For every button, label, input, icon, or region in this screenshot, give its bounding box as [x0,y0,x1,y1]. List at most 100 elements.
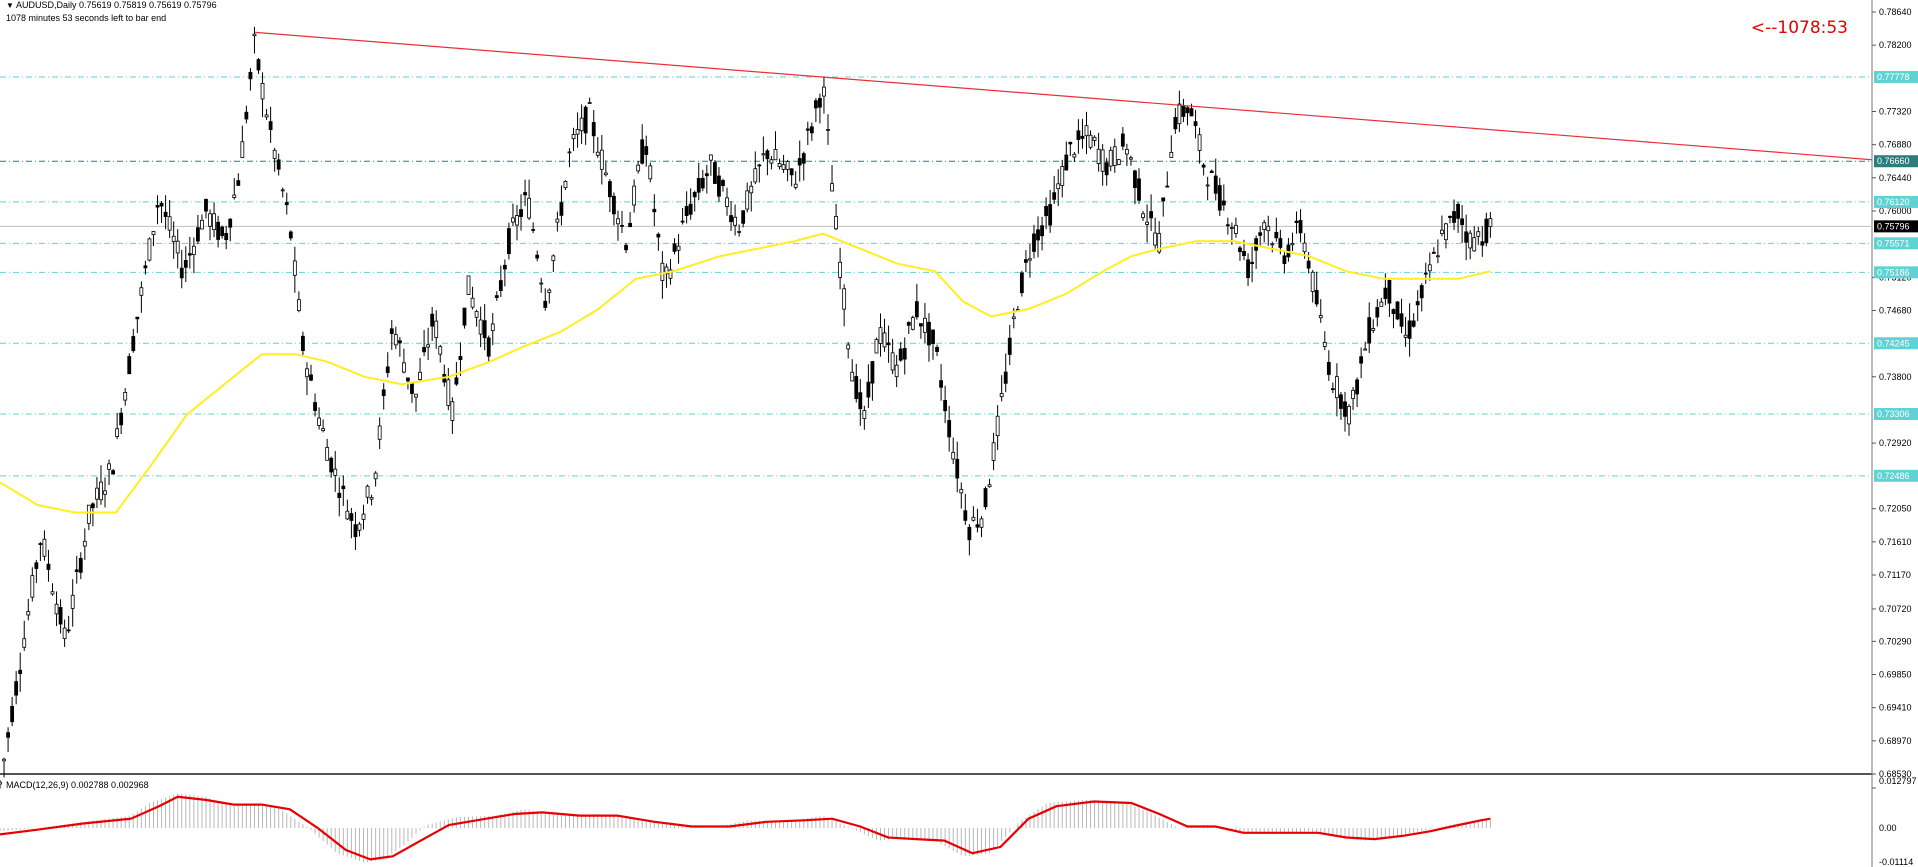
level-price-box [1874,155,1918,168]
candle-body [430,313,435,327]
candle-body [1124,149,1129,155]
candle-body [143,265,148,269]
candle-body [256,59,261,71]
candle-body [733,216,737,226]
candle-body [1339,394,1343,409]
level-price-box [1874,408,1918,421]
candle-body [103,490,107,495]
candle-body [668,269,673,279]
candle-body [777,162,782,168]
candle-body [260,83,265,100]
candle-body [1242,251,1246,257]
candle-body [1032,233,1036,252]
candle-body [822,86,826,97]
candle-body [979,518,984,528]
level-price-label: 0.72486 [1877,471,1910,481]
candle-body [86,504,91,524]
candle-body [438,346,443,355]
candle-body [309,374,313,381]
candle-body [10,705,15,723]
candle-body [1423,272,1428,275]
level-price-label: 0.74245 [1877,338,1910,348]
candle-body [648,165,653,180]
candle-body [971,516,976,521]
candle-body [30,575,35,598]
level-price-box [1874,266,1918,279]
candle-body [551,255,556,262]
candle-body [369,497,374,500]
price-axis-label: 0.73800 [1879,372,1912,382]
candle-body [325,447,330,461]
candle-body [131,336,136,352]
candle-body [1201,164,1206,168]
candle-body [224,233,229,241]
candle-body [543,300,548,308]
candle-body [264,114,269,118]
candle-body [454,377,459,385]
candle-body [898,348,903,361]
collapse-triangle-icon[interactable]: ▼ [6,1,14,10]
candle-body [1452,211,1456,223]
candle-body [939,380,943,388]
trendline[interactable] [255,31,1873,161]
candle-body [1444,223,1448,241]
candle-body [995,415,1000,437]
candle-body [272,149,277,159]
candle-body [616,218,620,225]
candle-body [187,253,192,256]
candle-body [987,484,992,488]
candle-body [620,224,624,227]
candle-body [1092,136,1097,141]
candle-body [1056,183,1061,190]
candle-body [547,289,552,293]
candle-body [1068,141,1073,145]
candle-body [1480,241,1485,246]
candle-body [1403,334,1408,338]
candle-body [74,569,79,572]
candle-body [1298,220,1303,234]
candle-body [519,209,523,217]
candle-body [1076,130,1081,141]
candle-body [1343,401,1347,417]
candle-body [329,457,334,473]
level-price-label: 0.75186 [1877,267,1910,277]
candle-body [591,122,596,137]
candle-body [761,153,766,156]
candle-body [737,231,742,233]
candle-body [773,149,778,161]
candle-body [640,139,645,164]
candle-body [244,111,249,120]
candle-body [200,219,204,230]
candle-body [268,121,273,130]
candle-body [830,183,834,192]
candle-body [361,513,366,520]
candle-body [1229,227,1234,229]
candle-body [1141,213,1145,218]
candle-body [353,524,358,538]
candle-body [349,513,354,521]
candle-body [1205,184,1210,187]
candle-body [139,287,144,296]
candle-body [660,262,665,281]
candle-body [54,603,59,615]
candle-body [914,301,919,318]
candle-body [1019,272,1024,294]
candle-body [1221,200,1226,206]
candle-body [1072,153,1077,158]
candle-body [159,202,164,207]
candle-body [567,151,572,154]
candle-body [717,175,721,197]
candle-body [862,410,867,419]
candle-body [858,392,863,410]
candle-body [1100,149,1105,172]
candle-body [26,611,31,616]
candle-body [789,168,794,176]
candle-body [931,329,935,345]
candle-body [1153,232,1158,246]
candle-body [248,72,253,80]
candle-body [624,244,628,251]
candle-body [927,321,931,346]
level-price-box [1874,195,1918,208]
candle-body [1484,218,1489,243]
